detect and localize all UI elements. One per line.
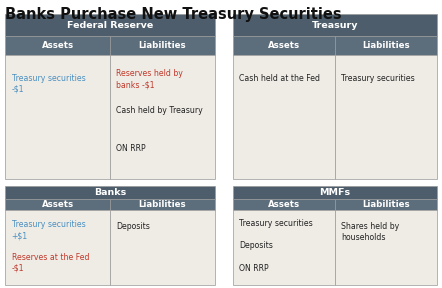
Text: MMFs: MMFs: [320, 188, 351, 197]
Text: Banks Purchase New Treasury Securities: Banks Purchase New Treasury Securities: [5, 7, 342, 22]
Text: Treasury securities
-$1: Treasury securities -$1: [11, 73, 85, 94]
Text: ON RRP: ON RRP: [116, 144, 146, 153]
Text: Assets: Assets: [268, 200, 300, 209]
Text: Liabilities: Liabilities: [362, 41, 410, 50]
Text: Treasury securities: Treasury securities: [239, 219, 313, 228]
Text: Assets: Assets: [42, 41, 74, 50]
Text: Deposits: Deposits: [116, 221, 150, 230]
Text: Cash held at the Fed: Cash held at the Fed: [239, 73, 320, 83]
Text: ON RRP: ON RRP: [239, 264, 269, 273]
Text: Banks: Banks: [94, 188, 126, 197]
Text: Shares held by
households: Shares held by households: [341, 221, 400, 242]
Text: Reserves at the Fed
-$1: Reserves at the Fed -$1: [11, 253, 89, 273]
Text: Liabilities: Liabilities: [362, 200, 410, 209]
Text: Treasury: Treasury: [312, 20, 358, 30]
Text: Reserves held by
banks -$1: Reserves held by banks -$1: [116, 69, 183, 89]
Text: Treasury securities: Treasury securities: [341, 73, 415, 83]
Text: Cash held by Treasury: Cash held by Treasury: [116, 107, 203, 115]
Text: Treasury securities
+$1: Treasury securities +$1: [11, 220, 85, 240]
Text: Assets: Assets: [268, 41, 300, 50]
Text: Liabilities: Liabilities: [139, 41, 186, 50]
Text: Federal Reserve: Federal Reserve: [67, 20, 153, 30]
Text: Liabilities: Liabilities: [139, 200, 186, 209]
Text: Deposits: Deposits: [239, 242, 273, 251]
Text: Assets: Assets: [42, 200, 74, 209]
